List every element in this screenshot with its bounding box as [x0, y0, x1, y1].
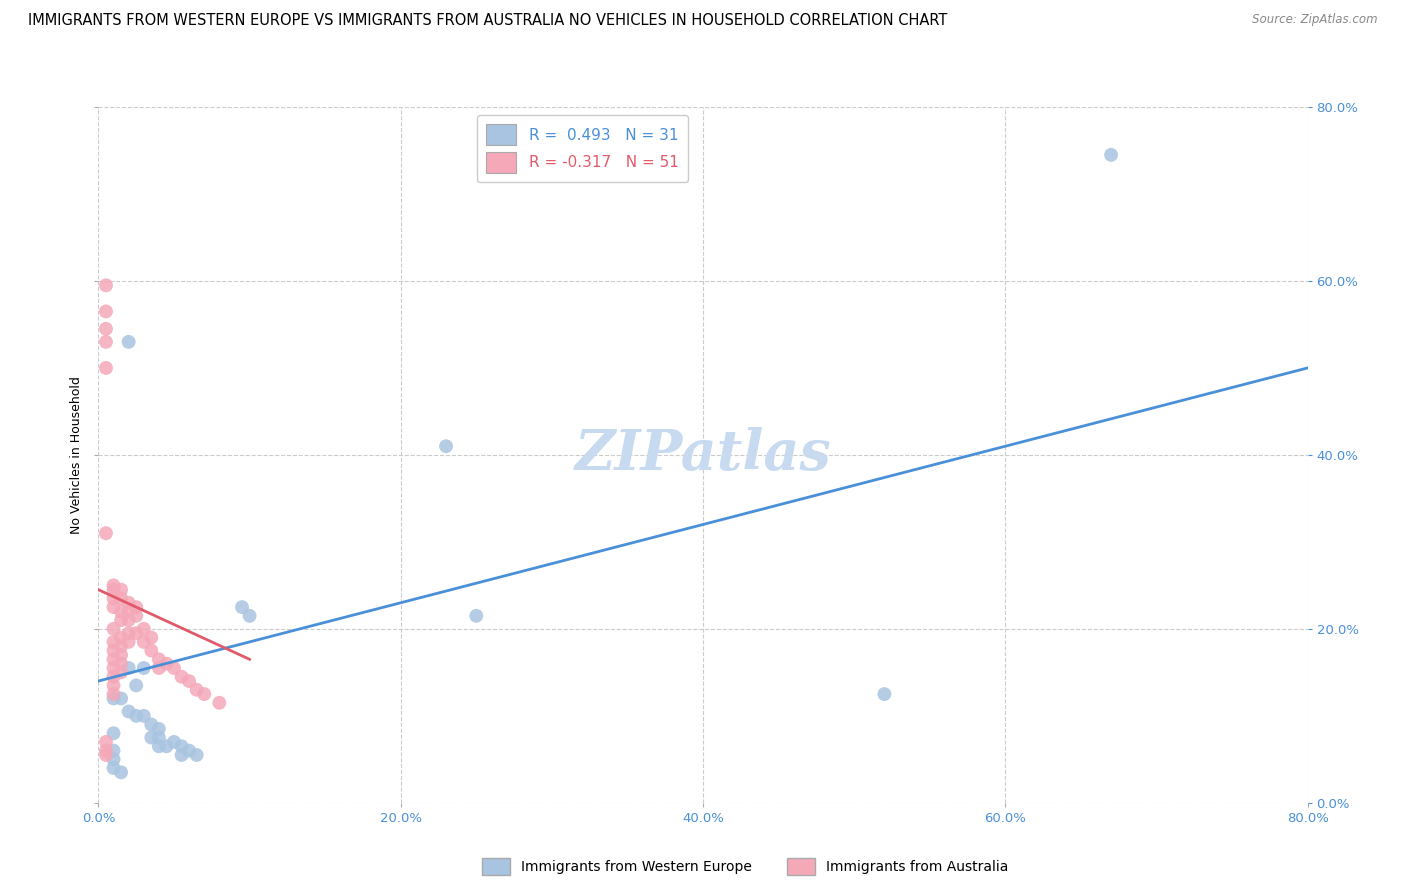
- Point: [155, 657, 177, 671]
- Point: [118, 635, 141, 649]
- Point: [163, 735, 186, 749]
- Point: [94, 744, 117, 758]
- Point: [94, 322, 117, 336]
- Y-axis label: No Vehicles in Household: No Vehicles in Household: [70, 376, 83, 533]
- Point: [148, 722, 170, 736]
- Point: [148, 731, 170, 745]
- Point: [110, 631, 132, 645]
- Point: [110, 657, 132, 671]
- Text: ZIPatlas: ZIPatlas: [575, 427, 831, 483]
- Point: [193, 687, 215, 701]
- Point: [103, 591, 125, 606]
- Point: [148, 739, 170, 754]
- Text: IMMIGRANTS FROM WESTERN EUROPE VS IMMIGRANTS FROM AUSTRALIA NO VEHICLES IN HOUSE: IMMIGRANTS FROM WESTERN EUROPE VS IMMIGR…: [28, 13, 948, 29]
- Point: [155, 739, 177, 754]
- Point: [231, 600, 253, 615]
- Point: [103, 622, 125, 636]
- Point: [873, 687, 896, 701]
- Point: [465, 608, 488, 623]
- Point: [103, 578, 125, 592]
- Point: [110, 605, 132, 619]
- Point: [132, 635, 155, 649]
- Point: [118, 705, 141, 719]
- Point: [434, 439, 457, 453]
- Point: [1099, 148, 1122, 162]
- Point: [103, 726, 125, 740]
- Point: [110, 582, 132, 597]
- Point: [103, 761, 125, 775]
- Point: [132, 622, 155, 636]
- Point: [125, 708, 148, 723]
- Point: [148, 661, 170, 675]
- Point: [125, 600, 148, 615]
- Point: [103, 652, 125, 666]
- Point: [103, 635, 125, 649]
- Point: [103, 582, 125, 597]
- Point: [141, 643, 163, 657]
- Point: [125, 608, 148, 623]
- Point: [94, 747, 117, 762]
- Point: [103, 752, 125, 766]
- Point: [103, 600, 125, 615]
- Point: [163, 661, 186, 675]
- Legend: Immigrants from Western Europe, Immigrants from Australia: Immigrants from Western Europe, Immigran…: [477, 853, 1014, 880]
- Point: [94, 526, 117, 541]
- Point: [103, 670, 125, 684]
- Point: [118, 605, 141, 619]
- Text: Source: ZipAtlas.com: Source: ZipAtlas.com: [1253, 13, 1378, 27]
- Point: [141, 717, 163, 731]
- Point: [110, 591, 132, 606]
- Point: [103, 678, 125, 692]
- Point: [170, 670, 193, 684]
- Point: [103, 661, 125, 675]
- Point: [94, 278, 117, 293]
- Point: [103, 744, 125, 758]
- Point: [132, 708, 155, 723]
- Point: [118, 626, 141, 640]
- Point: [94, 334, 117, 349]
- Point: [103, 643, 125, 657]
- Point: [186, 682, 208, 697]
- Point: [186, 747, 208, 762]
- Point: [148, 652, 170, 666]
- Point: [179, 674, 201, 689]
- Point: [94, 360, 117, 375]
- Point: [110, 765, 132, 780]
- Point: [94, 304, 117, 318]
- Point: [141, 631, 163, 645]
- Point: [208, 696, 231, 710]
- Point: [118, 613, 141, 627]
- Point: [141, 731, 163, 745]
- Point: [179, 744, 201, 758]
- Legend: R =  0.493   N = 31, R = -0.317   N = 51: R = 0.493 N = 31, R = -0.317 N = 51: [477, 115, 688, 182]
- Point: [170, 747, 193, 762]
- Point: [110, 613, 132, 627]
- Point: [132, 661, 155, 675]
- Point: [94, 735, 117, 749]
- Point: [110, 648, 132, 662]
- Point: [125, 678, 148, 692]
- Point: [170, 739, 193, 754]
- Point: [239, 608, 262, 623]
- Point: [103, 691, 125, 706]
- Point: [103, 687, 125, 701]
- Point: [110, 639, 132, 653]
- Point: [118, 596, 141, 610]
- Point: [125, 626, 148, 640]
- Point: [118, 334, 141, 349]
- Point: [118, 661, 141, 675]
- Point: [110, 665, 132, 680]
- Point: [110, 691, 132, 706]
